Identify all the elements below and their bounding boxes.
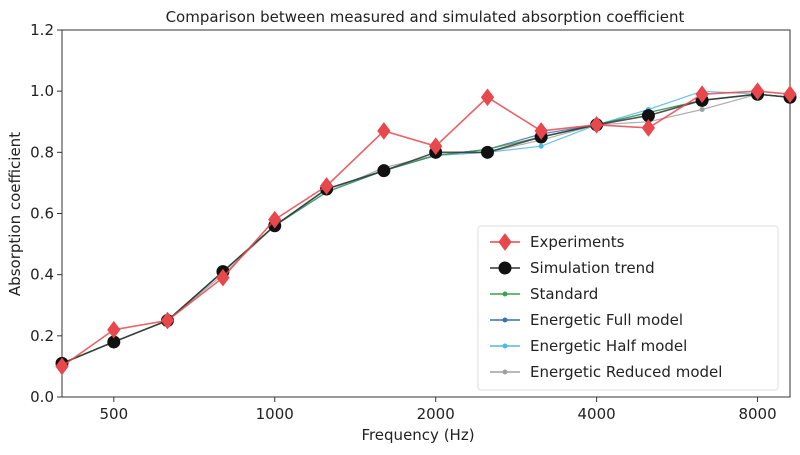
y-tick-label: 0.0 (30, 388, 54, 406)
legend-marker (502, 291, 508, 297)
legend-marker (502, 343, 508, 349)
data-point (216, 268, 230, 287)
legend-box (477, 225, 779, 391)
data-point (268, 210, 282, 229)
data-point (534, 122, 548, 140)
legend-item: Energetic Half model (490, 337, 687, 355)
legend-label: Simulation trend (530, 259, 655, 277)
series-experiments (55, 82, 797, 376)
legend-marker (498, 261, 512, 275)
data-point (107, 320, 121, 339)
data-point (538, 143, 544, 149)
legend-item: Simulation trend (490, 259, 655, 277)
legend: Experiments Simulation trend Standard Energ… (477, 225, 779, 391)
x-tick-label: 8000 (738, 405, 776, 423)
legend-item: Energetic Reduced model (490, 363, 722, 381)
x-tick-label: 1000 (256, 405, 294, 423)
data-point (160, 311, 175, 330)
chart-title: Comparison between measured and simulate… (166, 8, 685, 26)
y-tick-label: 0.6 (30, 205, 54, 223)
legend-label: Energetic Reduced model (530, 363, 722, 381)
x-tick-label: 2000 (417, 405, 455, 423)
legend-marker (502, 317, 508, 323)
x-axis-label: Frequency (Hz) (361, 426, 474, 444)
legend-item: Experiments (490, 233, 625, 251)
plot-area: 500 1000 2000 4000 8000 0.0 0.2 0.4 0.6 0.8 1.0 1.2 (30, 21, 797, 423)
data-point (55, 357, 69, 376)
y-tick-label: 0.4 (30, 266, 54, 284)
data-point (589, 115, 604, 134)
data-point (695, 85, 709, 104)
data-point (641, 119, 656, 137)
legend-label: Standard (530, 285, 598, 303)
y-tick-label: 1.0 (30, 82, 54, 100)
data-point (319, 177, 334, 195)
legend-label: Energetic Full model (530, 311, 683, 329)
legend-item: Energetic Full model (490, 311, 683, 329)
data-point (429, 137, 443, 156)
y-tick-label: 0.8 (30, 143, 54, 161)
data-point (783, 85, 797, 104)
y-tick-label: 1.2 (30, 21, 54, 39)
data-point (377, 164, 391, 178)
x-tick-label: 500 (99, 405, 128, 423)
y-axis-label: Absorption coefficient (6, 132, 24, 296)
legend-marker (498, 233, 512, 251)
data-point (699, 107, 705, 113)
data-point (480, 145, 494, 159)
data-point (377, 122, 391, 140)
legend-item: Standard (490, 285, 598, 303)
x-tick-label: 4000 (578, 405, 616, 423)
data-point (750, 82, 765, 101)
y-tick-label: 0.2 (30, 327, 54, 345)
legend-label: Energetic Half model (530, 337, 687, 355)
data-point (480, 88, 495, 107)
legend-marker (502, 369, 508, 375)
legend-label: Experiments (530, 233, 625, 251)
